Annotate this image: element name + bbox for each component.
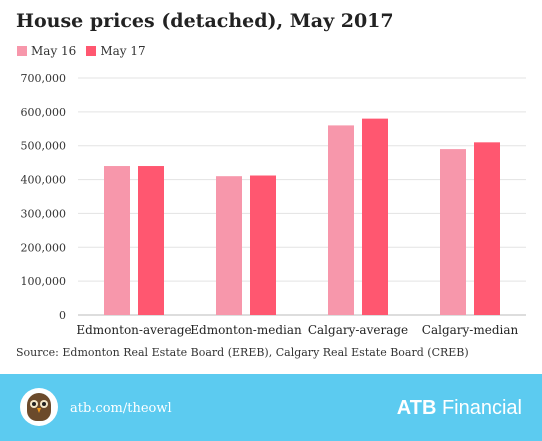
y-tick-label: 500,000 [21,140,67,153]
bar [216,176,242,315]
x-tick-label: Edmonton-average [76,323,191,337]
x-tick-label: Calgary-average [308,323,408,337]
y-tick-label: 700,000 [21,72,67,85]
legend-label-series-2: May 17 [100,44,146,58]
chart-title: House prices (detached), May 2017 [16,10,394,32]
y-tick-label: 600,000 [21,106,67,119]
source-note: Source: Edmonton Real Estate Board (EREB… [16,346,469,359]
bar [104,166,130,315]
bar [474,142,500,315]
footer-link[interactable]: atb.com/theowl [70,401,172,416]
legend-label-series-1: May 16 [31,44,77,58]
legend: May 16 May 17 [17,44,146,58]
y-tick-label: 300,000 [21,207,67,220]
y-tick-label: 400,000 [21,174,67,187]
bar [328,125,354,316]
footer-banner: atb.com/theowl ATB Financial [0,374,542,441]
bar [440,149,466,315]
legend-swatch-series-2 [86,46,97,56]
y-tick-label: 200,000 [21,241,67,254]
brand-name-bold: ATB [396,397,437,419]
bar [250,175,276,315]
brand-logo: ATB Financial [397,397,522,420]
x-tick-label: Calgary-median [422,323,519,337]
legend-item-series-2: May 17 [86,44,146,58]
x-tick-label: Edmonton-median [190,323,302,337]
bar [138,166,164,315]
bar-chart: 0 100,000 200,000 300,000 400,000 500,000 600,… [21,72,526,337]
bar [362,118,388,315]
y-tick-label: 0 [59,309,66,322]
legend-swatch-series-1 [17,46,27,56]
owl-logo-icon [20,388,58,426]
y-tick-label: 100,000 [21,275,67,288]
legend-item-series-1: May 16 [17,44,76,58]
brand-name-rest: Financial [436,397,522,419]
